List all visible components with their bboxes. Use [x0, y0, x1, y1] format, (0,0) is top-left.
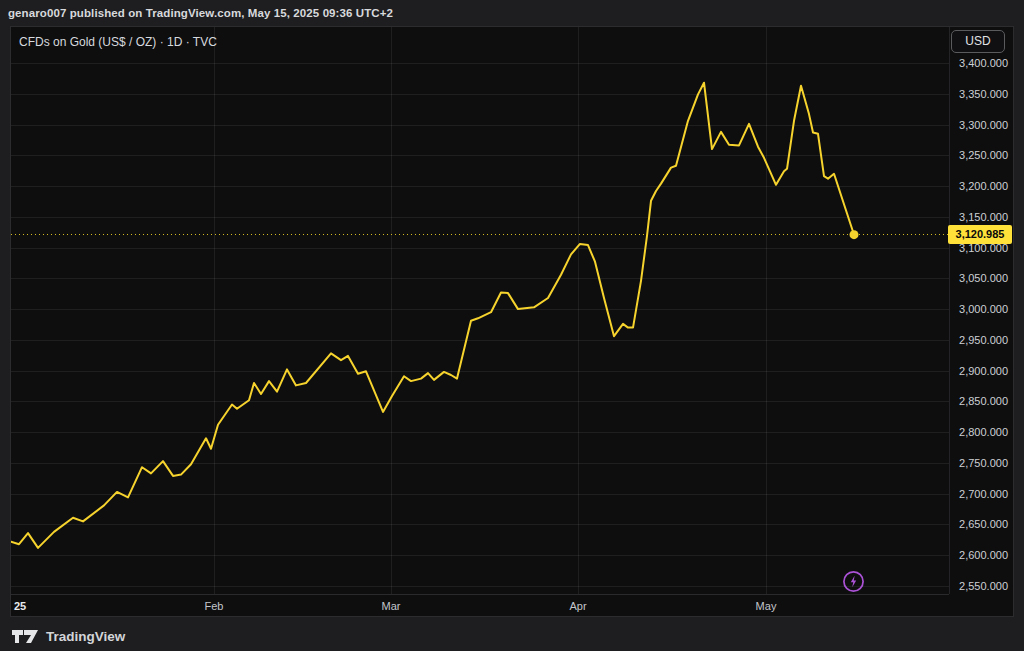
time-axis[interactable]: 25 Feb Mar Apr May	[11, 594, 949, 618]
price-tick-label: 3,350.000	[959, 88, 1008, 100]
price-tick-label: 3,150.000	[959, 211, 1008, 223]
time-tick-label: Mar	[382, 600, 401, 612]
lightning-bolt-icon	[842, 570, 865, 593]
current-price-label: 3,120.985	[948, 225, 1012, 244]
price-tick-label: 3,300.000	[959, 119, 1008, 131]
price-tick-label: 2,600.000	[959, 549, 1008, 561]
price-tick-label: 2,850.000	[959, 395, 1008, 407]
price-tick-label: 3,000.000	[959, 303, 1008, 315]
plot-area[interactable]	[11, 27, 949, 594]
footer-brand-text[interactable]: TradingView	[46, 629, 125, 644]
tradingview-logo-icon[interactable]	[12, 628, 39, 645]
time-tick-label: Apr	[569, 600, 586, 612]
horizontal-gridlines	[11, 64, 949, 587]
time-tick-label: 25	[14, 600, 26, 612]
price-axis[interactable]: 3,120.985 3,400.000 3,350.000 3,300.000 3,2…	[949, 27, 1014, 594]
symbol-title[interactable]: CFDs on Gold (US$ / OZ) · 1D · TVC	[19, 35, 217, 49]
price-tick-label: 3,250.000	[959, 149, 1008, 161]
attribution-text: genaro007 published on TradingView.com, …	[8, 7, 393, 19]
chart-pane[interactable]: CFDs on Gold (US$ / OZ) · 1D · TVC USD 3…	[10, 26, 1014, 617]
price-tick-label: 2,650.000	[959, 518, 1008, 530]
price-tick-label: 2,700.000	[959, 488, 1008, 500]
price-tick-label: 2,750.000	[959, 457, 1008, 469]
price-tick-label: 2,900.000	[959, 365, 1008, 377]
time-tick-label: Feb	[205, 600, 224, 612]
price-tick-label: 2,550.000	[959, 580, 1008, 592]
price-tick-label: 3,400.000	[959, 57, 1008, 69]
price-line-series	[11, 83, 854, 548]
time-tick-label: May	[756, 600, 777, 612]
currency-usd-button[interactable]: USD	[951, 30, 1005, 53]
price-tick-label: 3,050.000	[959, 272, 1008, 284]
flash-publish-button[interactable]	[842, 570, 865, 593]
vertical-gridlines	[215, 27, 767, 594]
price-chart-plot	[11, 27, 949, 594]
price-tick-label: 3,200.000	[959, 180, 1008, 192]
footer: TradingView	[12, 626, 125, 646]
price-tick-label: 2,950.000	[959, 334, 1008, 346]
price-tick-label: 2,800.000	[959, 426, 1008, 438]
last-price-dot	[850, 230, 859, 239]
